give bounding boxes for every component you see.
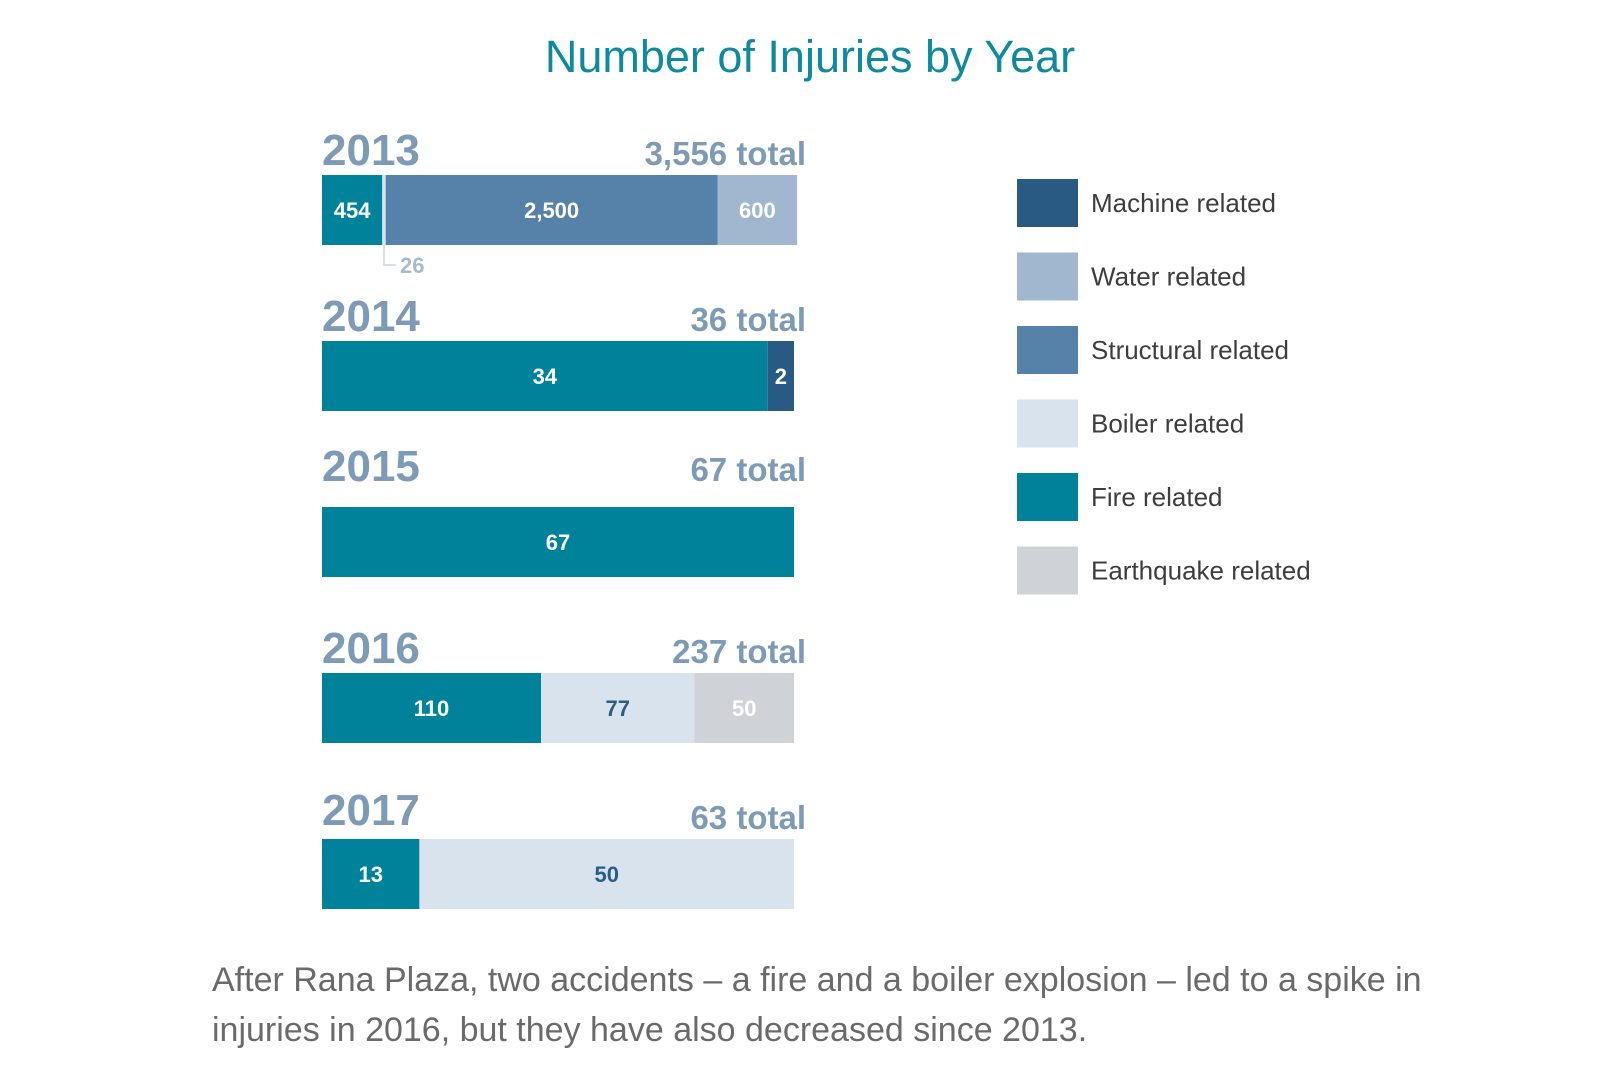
total-label: 36 total	[690, 301, 806, 338]
legend-item-machine: Machine related	[1017, 179, 1276, 227]
year-label: 2017	[322, 786, 420, 835]
chart-title: Number of Injuries by Year	[545, 31, 1075, 82]
bar-segment-fire	[322, 175, 383, 245]
segment-value-label: 13	[358, 862, 382, 887]
segment-value-label: 67	[546, 530, 570, 555]
segment-value-label: 600	[739, 198, 776, 223]
bar-segment-fire	[322, 839, 420, 909]
legend-label: Structural related	[1091, 335, 1289, 365]
legend-label: Water related	[1091, 262, 1246, 292]
bar-segment-boiler	[541, 673, 695, 743]
segment-value-label: 34	[533, 364, 558, 389]
year-label: 2016	[322, 624, 420, 673]
year-group-2014: 2014 36 total 34 2	[322, 292, 806, 411]
legend-item-earthquake: Earthquake related	[1017, 546, 1311, 595]
bar-segment-fire	[322, 507, 794, 577]
year-group-2016: 2016 237 total 110 77 50	[322, 624, 806, 743]
legend-label: Earthquake related	[1091, 556, 1311, 586]
total-label: 67 total	[690, 451, 806, 488]
bar-segment-fire	[322, 341, 768, 411]
segment-value-label: 110	[414, 696, 450, 721]
bar-segment-fire	[322, 673, 542, 743]
bar-segment-boiler	[382, 175, 386, 245]
callout-line	[383, 245, 396, 266]
legend-item-fire: Fire related	[1017, 473, 1223, 521]
caption-text: After Rana Plaza, two accidents – a fire…	[212, 961, 1422, 1049]
legend: Machine related Water related Structural r…	[1017, 179, 1311, 595]
legend-label: Boiler related	[1091, 409, 1244, 439]
segment-value-label: 2	[775, 364, 787, 389]
bar-segment-water	[717, 175, 798, 245]
legend-item-structural: Structural related	[1017, 326, 1289, 374]
bar-segment-machine	[767, 341, 794, 411]
bar-segment-boiler	[419, 839, 794, 909]
year-group-2013: 2013 3,556 total 454 26 2,500 600	[322, 126, 806, 278]
bar-groups: 2013 3,556 total 454 26 2,500 600 2014 36 total…	[322, 126, 806, 909]
year-group-2015: 2015 67 total 67	[322, 442, 806, 577]
segment-value-label: 50	[732, 696, 756, 721]
total-label: 63 total	[690, 799, 806, 836]
segment-value-label: 2,500	[524, 198, 579, 223]
year-label: 2014	[322, 292, 420, 341]
total-label: 3,556 total	[645, 135, 806, 172]
legend-item-water: Water related	[1017, 252, 1246, 301]
legend-swatch	[1017, 179, 1078, 227]
total-label: 237 total	[672, 633, 806, 670]
segment-value-label: 26	[400, 253, 424, 278]
legend-label: Machine related	[1091, 188, 1276, 218]
segment-value-label: 454	[334, 198, 371, 223]
year-label: 2013	[322, 126, 420, 175]
legend-label: Fire related	[1091, 482, 1223, 512]
segment-value-label: 50	[594, 862, 618, 887]
bar-segment-earthquake	[694, 673, 794, 743]
legend-swatch	[1017, 399, 1078, 448]
year-group-2017: 2017 63 total 13 50	[322, 786, 806, 909]
legend-swatch	[1017, 473, 1078, 521]
segment-value-label: 77	[606, 696, 630, 721]
legend-swatch	[1017, 252, 1078, 301]
year-label: 2015	[322, 442, 420, 491]
legend-item-boiler: Boiler related	[1017, 399, 1244, 448]
legend-swatch	[1017, 546, 1078, 595]
legend-swatch	[1017, 326, 1078, 374]
bar-segment-structural	[385, 175, 718, 245]
